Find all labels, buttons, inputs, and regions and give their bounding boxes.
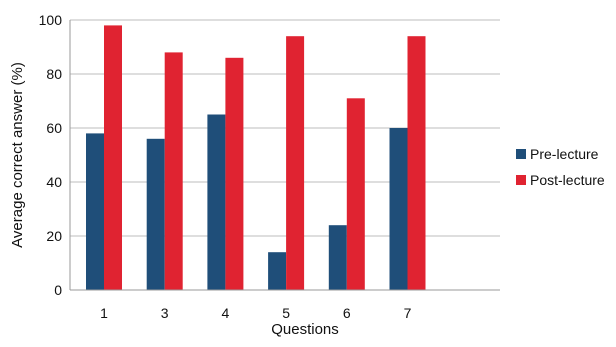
y-tick-label: 20	[46, 228, 62, 244]
x-tick-label: 3	[161, 305, 169, 321]
y-tick-label: 60	[46, 120, 62, 136]
legend-label: Pre-lecture	[530, 146, 599, 162]
bars	[86, 25, 426, 291]
y-tick-labels: 0 20 40 60 80 100	[39, 12, 63, 298]
legend-swatch	[516, 149, 526, 159]
x-tick-label: 6	[343, 305, 351, 321]
legend-label: Post-lecture	[530, 172, 605, 188]
bar-post-lecture	[407, 36, 426, 291]
bar-post-lecture	[164, 52, 183, 291]
x-tick-label: 7	[404, 305, 412, 321]
bar-post-lecture	[225, 57, 244, 290]
bar-pre-lecture	[389, 128, 408, 290]
bar-pre-lecture	[207, 114, 226, 290]
bar-post-lecture	[286, 36, 305, 291]
x-axis-title: Questions	[271, 321, 339, 338]
y-axis-title: Average correct answer (%)	[9, 62, 26, 248]
x-tick-label: 1	[100, 305, 108, 321]
bar-pre-lecture	[268, 252, 287, 290]
y-tick-label: 80	[46, 66, 62, 82]
bar-post-lecture	[104, 25, 122, 291]
bar-pre-lecture	[328, 225, 347, 290]
legend: Pre-lecture Post-lecture	[516, 146, 605, 188]
bar-post-lecture	[346, 98, 365, 290]
x-tick-labels: 1 3 4 5 6 7	[100, 305, 412, 321]
bar-pre-lecture	[146, 138, 165, 290]
legend-swatch	[516, 175, 526, 185]
x-tick-label: 5	[282, 305, 290, 321]
y-tick-label: 40	[46, 174, 62, 190]
y-tick-label: 0	[54, 282, 62, 298]
x-tick-label: 4	[222, 305, 230, 321]
axes	[69, 20, 500, 291]
y-tick-label: 100	[39, 12, 63, 28]
bar-pre-lecture	[86, 133, 104, 290]
gridlines	[70, 19, 500, 237]
